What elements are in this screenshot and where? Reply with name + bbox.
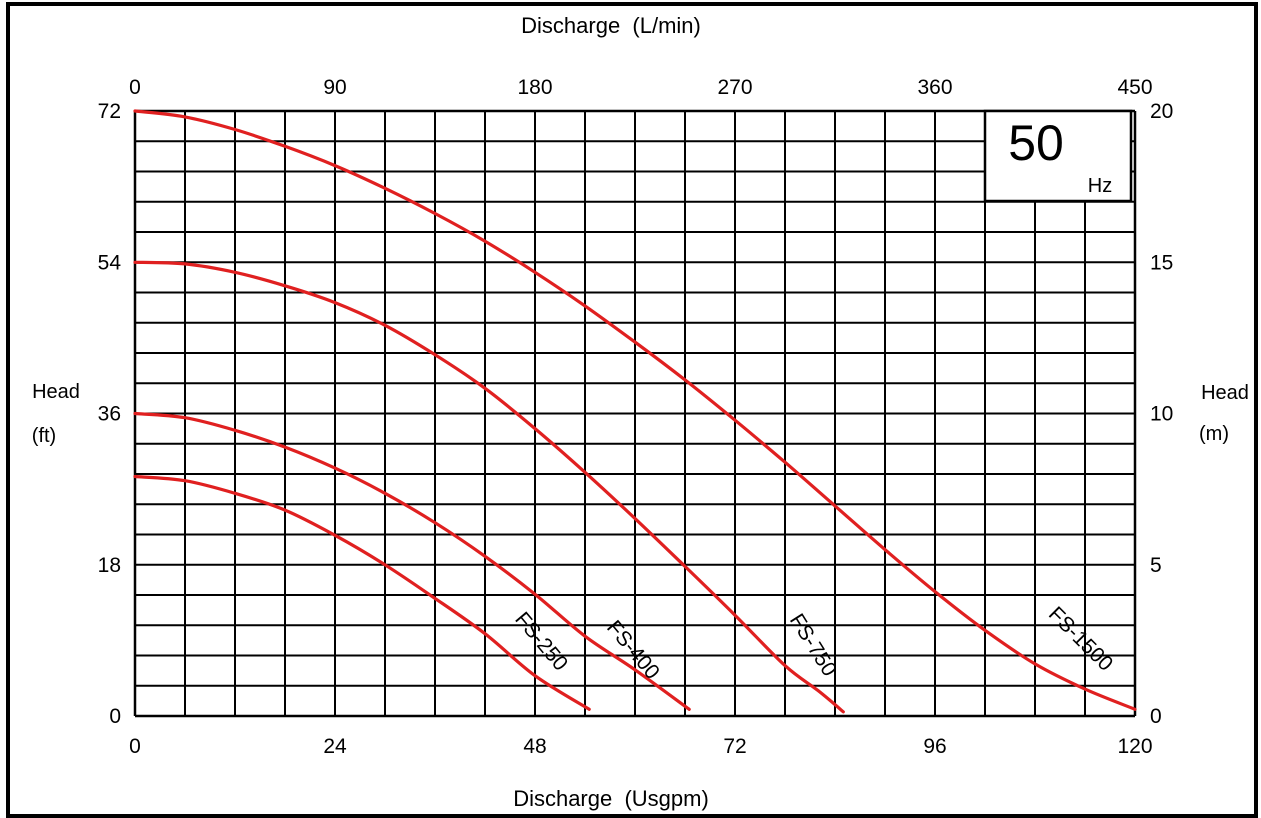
x-bottom-tick-label: 120 — [1117, 735, 1152, 758]
pump-curves — [133, 109, 1137, 714]
y-left-tick-label: 0 — [109, 705, 121, 728]
x-bottom-tick-label: 24 — [323, 735, 347, 758]
tick-labels: 0 24 48 72 96 120 0 90 180 270 360 450 0 18 36 54 72 0 5 10… — [98, 76, 1174, 758]
y-right-tick-label: 0 — [1150, 705, 1162, 728]
x-top-axis-title: Discharge (L/min) — [521, 13, 701, 38]
x-bottom-tick-label: 0 — [129, 735, 141, 758]
y-right-tick-label: 10 — [1150, 403, 1173, 426]
frequency-unit: Hz — [1088, 175, 1112, 197]
x-top-tick-label: 270 — [717, 76, 752, 99]
y-right-tick-label: 15 — [1150, 251, 1173, 274]
y-right-tick-label: 20 — [1150, 100, 1173, 123]
x-top-tick-label: 450 — [1117, 76, 1152, 99]
x-top-tick-label: 180 — [517, 76, 552, 99]
pump-curve-fs-250 — [133, 474, 591, 711]
y-left-axis-title: Head — [32, 381, 80, 403]
frequency-value: 50 — [1008, 115, 1064, 171]
x-top-tick-label: 360 — [917, 76, 952, 99]
x-bottom-tick-label: 72 — [723, 735, 746, 758]
x-bottom-tick-label: 96 — [923, 735, 946, 758]
pump-curve-fs-750 — [133, 260, 845, 714]
pump-curve-fs-400 — [133, 411, 691, 711]
y-left-tick-label: 36 — [98, 403, 121, 426]
x-top-tick-label: 0 — [129, 76, 141, 99]
y-left-axis-unit: (ft) — [32, 425, 56, 447]
y-left-tick-label: 72 — [98, 100, 121, 123]
x-bottom-tick-label: 48 — [523, 735, 546, 758]
y-right-axis-title: Head — [1201, 382, 1249, 404]
x-top-tick-label: 90 — [323, 76, 346, 99]
y-left-tick-label: 54 — [98, 251, 122, 274]
y-right-axis-unit: (m) — [1199, 423, 1229, 445]
pump-curve-fs-1500 — [133, 109, 1137, 711]
x-bottom-axis-title: Discharge (Usgpm) — [513, 786, 709, 811]
frequency-box — [983, 109, 1133, 203]
y-left-tick-label: 18 — [98, 554, 121, 577]
y-right-tick-label: 5 — [1150, 554, 1162, 577]
